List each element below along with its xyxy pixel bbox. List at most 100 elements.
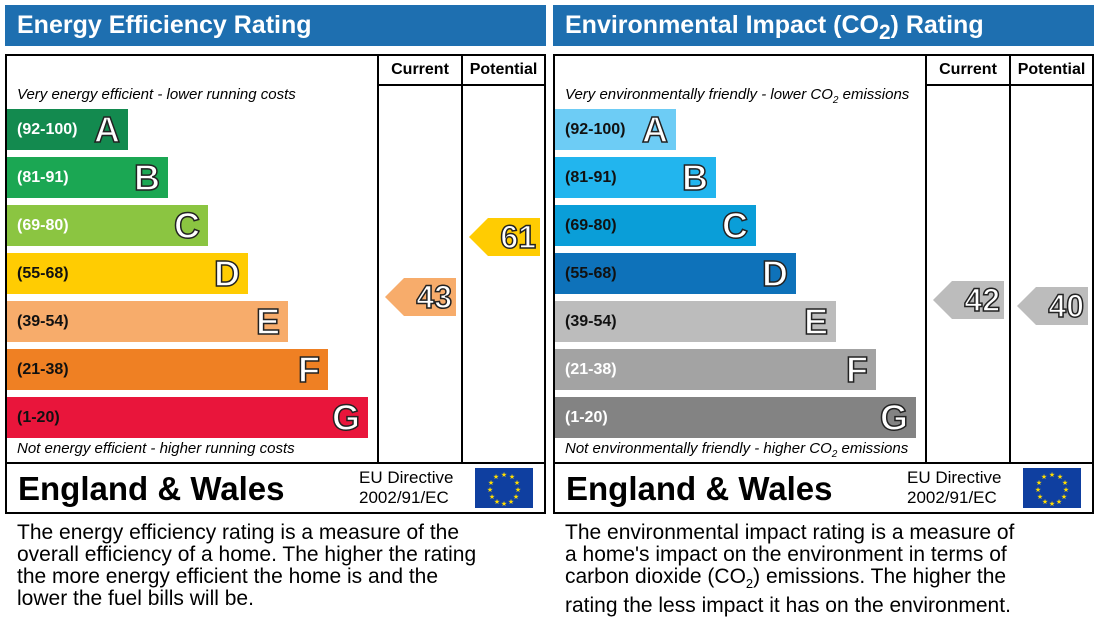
svg-text:★: ★ xyxy=(509,473,515,481)
eu-directive-label: EU Directive 2002/91/EC xyxy=(907,468,1001,508)
band-g: (1-20) G xyxy=(7,396,368,439)
band-letter: F xyxy=(845,348,869,391)
svg-text:★: ★ xyxy=(1062,479,1068,487)
current-rating-pointer: 43 xyxy=(385,278,456,316)
chart-title: Energy Efficiency Rating xyxy=(5,5,546,46)
top-caption: Very energy efficient - lower running co… xyxy=(17,86,296,103)
current-rating-value: 42 xyxy=(964,281,1001,319)
band-range-label: (81-91) xyxy=(17,169,69,186)
band-letter: B xyxy=(681,156,709,199)
potential-rating-pointer: 40 xyxy=(1017,287,1088,325)
pointer-arrow-shape xyxy=(385,278,456,316)
svg-text:★: ★ xyxy=(488,479,494,487)
description-line: carbon dioxide (CO2) emissions. The high… xyxy=(565,565,1007,592)
band-range-label: (81-91) xyxy=(565,169,617,186)
band-c: (69-80) C xyxy=(555,204,756,247)
band-e: (39-54) E xyxy=(7,300,288,343)
potential-column-header: Potential xyxy=(1017,61,1086,78)
band-letter: E xyxy=(255,300,281,343)
top-caption: Very environmentally friendly - lower CO… xyxy=(565,86,910,106)
column-divider xyxy=(925,56,927,462)
svg-text:★: ★ xyxy=(1042,498,1048,506)
band-f: (21-38) F xyxy=(7,348,328,391)
pointer-arrow-shape xyxy=(1017,287,1088,325)
svg-text:★: ★ xyxy=(1035,486,1041,494)
potential-column-header: Potential xyxy=(469,61,538,78)
svg-text:★: ★ xyxy=(489,493,495,501)
band-range-label: (69-80) xyxy=(17,217,69,234)
svg-text:★: ★ xyxy=(508,498,514,506)
band-d: (55-68) D xyxy=(555,252,796,295)
rating-chart: Current Potential Very energy efficient … xyxy=(5,54,546,464)
band-b: (81-91) B xyxy=(555,156,716,199)
chart-title: Environmental Impact (CO2) Rating xyxy=(553,5,1094,46)
band-g: (1-20) G xyxy=(555,396,916,439)
header-divider xyxy=(925,84,1092,86)
current-column-header: Current xyxy=(939,61,997,78)
directive-line: 2002/91/EC xyxy=(907,488,997,507)
rating-chart: Current Potential Very environmentally f… xyxy=(553,54,1094,464)
band-e: (39-54) E xyxy=(555,300,836,343)
svg-text:★: ★ xyxy=(494,498,500,506)
svg-text:★: ★ xyxy=(1061,493,1067,501)
svg-text:★: ★ xyxy=(513,493,519,501)
band-range-label: (55-68) xyxy=(17,265,69,282)
band-letter: C xyxy=(173,204,201,247)
band-letter: C xyxy=(721,204,749,247)
band-letter: E xyxy=(803,300,829,343)
column-divider xyxy=(377,56,379,462)
svg-text:★: ★ xyxy=(493,473,499,481)
band-range-label: (55-68) xyxy=(565,265,617,282)
description-line: overall efficiency of a home. The higher… xyxy=(17,543,477,566)
band-range-label: (21-38) xyxy=(17,361,69,378)
svg-text:★: ★ xyxy=(1063,486,1069,494)
svg-text:★: ★ xyxy=(501,500,507,508)
band-range-label: (39-54) xyxy=(565,313,617,330)
band-letter: G xyxy=(879,396,909,439)
svg-text:★: ★ xyxy=(487,486,493,494)
svg-text:★: ★ xyxy=(1041,473,1047,481)
chart-footer: England & Wales EU Directive 2002/91/EC … xyxy=(553,464,1094,514)
directive-line: EU Directive xyxy=(359,468,454,487)
current-rating-pointer: 42 xyxy=(933,281,1004,319)
description-line: a home's impact on the environment in te… xyxy=(565,543,1007,566)
band-letter: A xyxy=(93,108,121,151)
band-a: (92-100) A xyxy=(555,108,676,151)
band-range-label: (92-100) xyxy=(17,121,78,138)
svg-text:★: ★ xyxy=(1037,493,1043,501)
chart-footer: England & Wales EU Directive 2002/91/EC … xyxy=(5,464,546,514)
band-range-label: (1-20) xyxy=(565,409,608,426)
band-range-label: (1-20) xyxy=(17,409,60,426)
svg-text:★: ★ xyxy=(1036,479,1042,487)
band-d: (55-68) D xyxy=(7,252,248,295)
potential-rating-value: 40 xyxy=(1048,287,1085,325)
region-label: England & Wales xyxy=(18,470,285,507)
band-letter: A xyxy=(641,108,669,151)
directive-line: EU Directive xyxy=(907,468,1002,487)
band-letter: D xyxy=(213,252,241,295)
svg-text:★: ★ xyxy=(1049,500,1055,508)
svg-text:★: ★ xyxy=(515,486,521,494)
band-range-label: (69-80) xyxy=(565,217,617,234)
pointer-arrow-shape xyxy=(933,281,1004,319)
column-divider xyxy=(1009,56,1011,462)
bottom-caption: Not environmentally friendly - higher CO… xyxy=(565,440,909,460)
eu-flag-icon: ★ ★ ★ ★ ★ ★ ★ ★ ★ ★ ★ ★ xyxy=(475,468,533,508)
svg-text:★: ★ xyxy=(501,471,507,479)
rating-description: The environmental impact rating is a mea… xyxy=(565,522,1085,617)
description-line: the more energy efficient the home is an… xyxy=(17,565,439,588)
bottom-caption: Not energy efficient - higher running co… xyxy=(17,440,295,457)
band-letter: B xyxy=(133,156,161,199)
band-c: (69-80) C xyxy=(7,204,208,247)
svg-text:★: ★ xyxy=(1057,473,1063,481)
svg-text:★: ★ xyxy=(1056,498,1062,506)
potential-rating-value: 61 xyxy=(500,218,537,256)
header-divider xyxy=(377,84,544,86)
band-letter: D xyxy=(761,252,789,295)
pointer-arrow-shape xyxy=(469,218,540,256)
column-divider xyxy=(461,56,463,462)
energy-efficiency-panel: Energy Efficiency Rating Current Potenti… xyxy=(5,0,546,613)
band-a: (92-100) A xyxy=(7,108,128,151)
description-line: lower the fuel bills will be. xyxy=(17,587,254,610)
band-letter: F xyxy=(297,348,321,391)
